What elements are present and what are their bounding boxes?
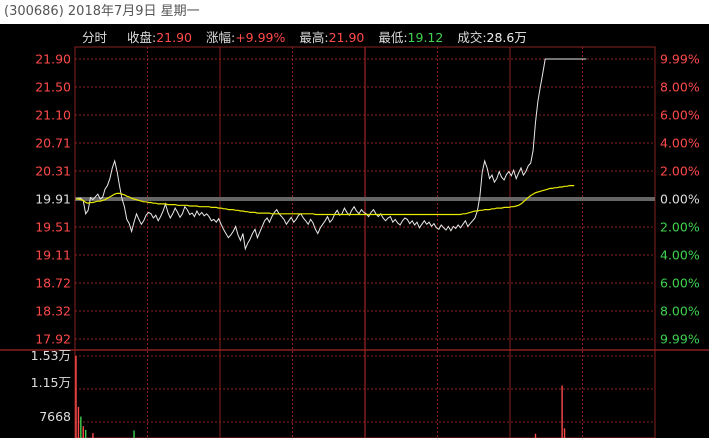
price-tick-label: 17.92 xyxy=(35,332,71,347)
average-price-line xyxy=(76,185,575,216)
percent-tick-label: 6.00% xyxy=(660,108,700,123)
price-tick-label: 19.51 xyxy=(35,220,71,235)
mode-label[interactable]: 分时 xyxy=(82,30,108,45)
change-label: 涨幅: xyxy=(205,30,236,45)
percent-tick-label: 6.00% xyxy=(660,276,700,291)
percent-tick-label: 4.00% xyxy=(660,136,700,151)
percent-tick-label: 8.00% xyxy=(660,304,700,319)
percent-tick-label: 2.00% xyxy=(660,164,700,179)
volume-label: 成交: xyxy=(457,30,487,45)
high-value: 21.90 xyxy=(328,30,365,45)
close-value: 21.90 xyxy=(156,30,192,45)
percent-tick-label: 0.00% xyxy=(660,192,700,207)
percent-tick-label: 8.00% xyxy=(660,80,700,95)
price-tick-label: 19.11 xyxy=(35,248,71,263)
percent-tick-label: 4.00% xyxy=(660,248,700,263)
change-value: +9.99% xyxy=(235,30,286,45)
info-bar: 分时 收盘:21.90 涨幅:+9.99% 最高:21.90 最低:19.12 … xyxy=(82,28,527,48)
price-tick-label: 20.71 xyxy=(35,136,71,151)
price-tick-label: 21.90 xyxy=(35,52,71,67)
close-label: 收盘: xyxy=(126,30,157,45)
low-value: 19.12 xyxy=(407,30,444,45)
percent-tick-label: 9.99% xyxy=(660,52,700,67)
price-tick-label: 18.72 xyxy=(35,276,71,291)
price-tick-label: 21.50 xyxy=(35,80,71,95)
percent-tick-label: 2.00% xyxy=(660,220,700,235)
price-tick-label: 18.32 xyxy=(35,304,71,319)
price-line xyxy=(75,58,587,251)
low-label: 最低: xyxy=(378,30,408,45)
price-tick-label: 21.10 xyxy=(35,108,71,123)
price-tick-label: 20.31 xyxy=(35,164,71,179)
price-tick-label: 19.91 xyxy=(35,192,71,207)
volume-tick-label: 7668 xyxy=(39,409,71,424)
volume-tick-label: 1.15万 xyxy=(31,375,71,390)
window-title: (300686) 2018年7月9日 星期一 xyxy=(4,4,200,19)
percent-tick-label: 9.99% xyxy=(660,332,700,347)
window-title-bar: (300686) 2018年7月9日 星期一 xyxy=(0,0,709,24)
volume-value: 28.6万 xyxy=(486,30,527,45)
prev-close-baseline xyxy=(75,197,655,201)
volume-tick-label: 1.53万 xyxy=(31,348,71,363)
high-label: 最高: xyxy=(299,30,329,45)
